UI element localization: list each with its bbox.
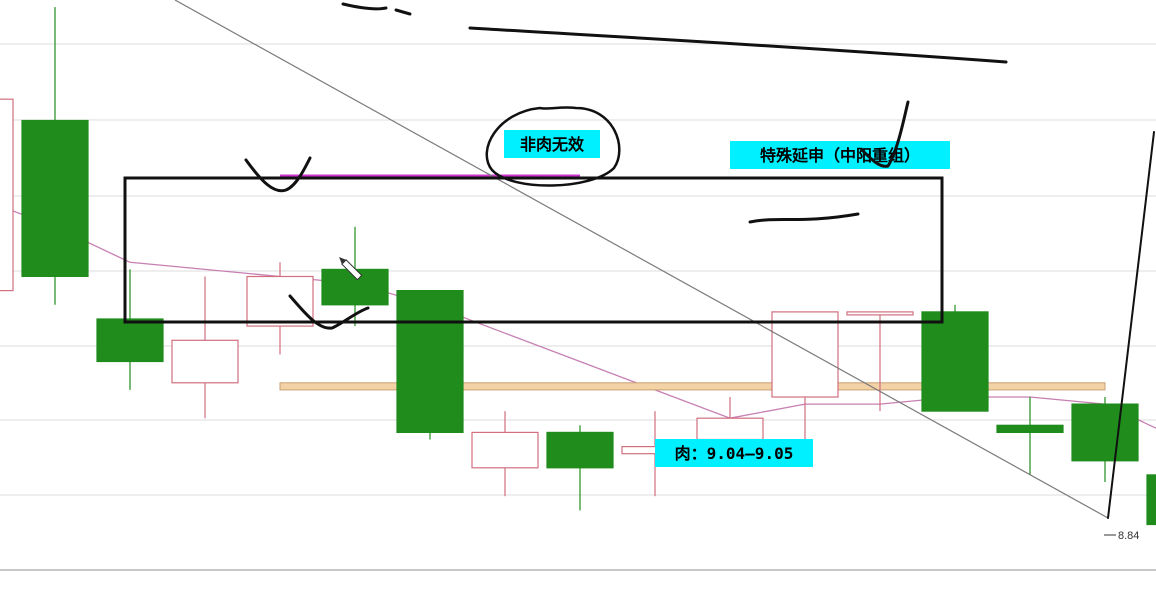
candle-11 [771, 311, 839, 440]
hand-drawn-marks [244, 2, 1155, 519]
ink-line-right [1107, 131, 1155, 519]
candle-2-body [96, 318, 164, 363]
candle-13-body [921, 311, 989, 412]
last-price-label: 8.84 [1118, 530, 1139, 542]
candle-13 [921, 304, 989, 412]
annotation-meat-range: 肉：9.04—9.05 [655, 439, 813, 467]
trendline-layer [174, 0, 1109, 519]
candle-6 [396, 290, 464, 440]
candle-7 [471, 411, 539, 497]
candle-0 [0, 98, 14, 292]
candle-10-body [696, 417, 764, 441]
annotation-meat-range-bg [655, 439, 813, 467]
ink-scribble-top [341, 2, 412, 16]
candle-7-body [471, 431, 539, 469]
candle-6-body [396, 290, 464, 434]
ink-dash-right [748, 212, 860, 224]
grid-lines [0, 43, 1156, 571]
candle-4-body [246, 275, 314, 327]
candle-1-body [21, 119, 89, 277]
candle-1 [21, 7, 89, 305]
candle-3-body [171, 339, 239, 384]
support-band-layer [279, 382, 1106, 391]
candle-2 [96, 269, 164, 390]
annotation-special-extension-bg [730, 141, 950, 169]
annotation-rectangle [123, 176, 944, 324]
candle-0-body [0, 98, 14, 292]
descending-trendline [174, 0, 1109, 519]
ink-check-right [860, 100, 910, 168]
candle-15-body [1071, 403, 1139, 462]
ink-circle [485, 106, 621, 187]
ink-check-bottom [288, 294, 370, 330]
candle-11-body [771, 311, 839, 398]
candle-14-body [996, 424, 1064, 433]
annotation-meat-range-text: 肉：9.04—9.05 [675, 444, 794, 463]
annotation-no-meat-invalid-text: 非肉无效 [520, 135, 584, 154]
annotation-special-extension-text: 特殊延申（中阳重组） [760, 146, 920, 165]
candle-8 [546, 425, 614, 511]
annotation-no-meat-invalid: 非肉无效 [504, 130, 600, 158]
candle-8-body [546, 431, 614, 469]
annotation-special-extension: 特殊延申（中阳重组） [730, 141, 950, 169]
annotation-rectangle-layer [123, 176, 944, 324]
candle-15 [1071, 396, 1139, 483]
candle-12 [846, 311, 914, 412]
candle-12-body [846, 311, 914, 316]
support-band [279, 382, 1106, 391]
ink-stroke-top [468, 26, 1008, 64]
candles-layer [0, 7, 1156, 526]
annotation-no-meat-invalid-bg [504, 130, 600, 158]
last-price-tag: 8.84 [1104, 530, 1139, 542]
pencil-cursor-icon [339, 257, 363, 281]
candle-14 [996, 396, 1064, 475]
ink-check-top [244, 156, 312, 193]
candle-16-body [1146, 474, 1156, 526]
candle-4 [246, 262, 314, 355]
candle-3 [171, 276, 239, 419]
candle-16 [1146, 474, 1156, 526]
